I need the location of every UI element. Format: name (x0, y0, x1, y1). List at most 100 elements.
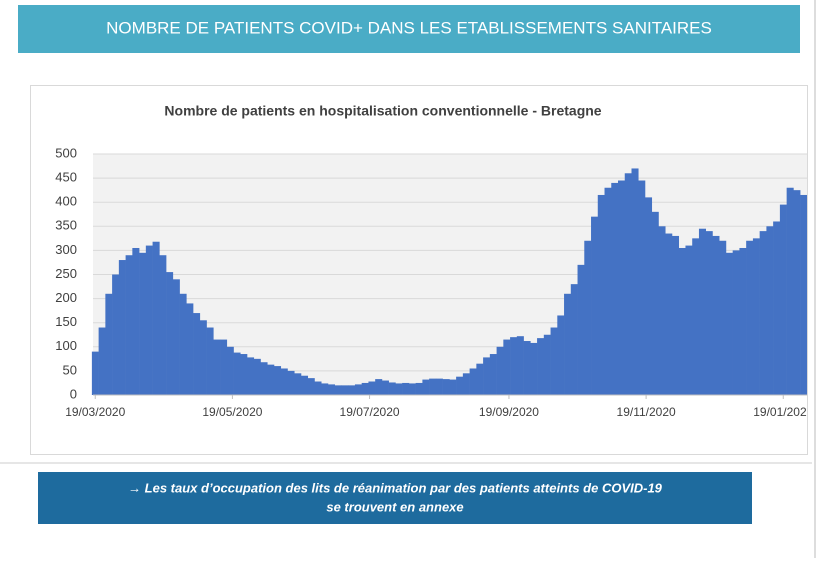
bar (435, 378, 443, 395)
bar (112, 274, 120, 395)
bar (597, 194, 605, 395)
y-tick-label: 50 (63, 362, 77, 377)
bar (327, 384, 336, 395)
y-tick-label: 0 (70, 386, 77, 401)
bar (186, 303, 194, 395)
bar (483, 357, 491, 395)
bar (395, 383, 403, 395)
bar (773, 221, 781, 395)
x-tick-label: 19/05/2020 (202, 405, 262, 419)
note-box (38, 472, 752, 524)
bar (469, 368, 477, 395)
bar (557, 315, 565, 395)
bar (530, 342, 538, 395)
bar (624, 173, 632, 395)
bar (402, 382, 410, 395)
bar (618, 180, 626, 395)
bar (294, 373, 302, 395)
bar (381, 380, 389, 395)
bar (752, 238, 760, 395)
note-line: → Les taux d’occupation des lits de réan… (128, 480, 663, 495)
bar (247, 357, 255, 395)
bar (233, 352, 241, 395)
bar (510, 337, 518, 395)
bar (91, 351, 99, 395)
bar (172, 279, 180, 395)
bar (712, 235, 720, 395)
bar (354, 384, 362, 395)
bar (422, 379, 430, 395)
x-tick-label: 19/03/2020 (65, 405, 125, 419)
bar (449, 379, 457, 395)
bar (516, 336, 524, 395)
bar (732, 250, 740, 395)
bar (348, 385, 356, 395)
y-tick-label: 450 (55, 170, 77, 185)
bar (300, 375, 309, 395)
bar (240, 354, 248, 395)
bar (462, 373, 470, 395)
bar (118, 260, 126, 395)
bar (193, 313, 201, 395)
y-tick-label: 350 (55, 218, 77, 233)
bar (577, 264, 585, 395)
bar (537, 338, 545, 395)
bar (159, 255, 167, 395)
bar (779, 204, 787, 395)
bar (543, 334, 551, 395)
bar (105, 293, 113, 395)
bar (388, 382, 396, 395)
bar (260, 362, 268, 395)
bar (800, 194, 807, 395)
bar (145, 245, 153, 395)
bar (631, 168, 639, 395)
y-tick-label: 200 (55, 290, 77, 305)
bar (368, 381, 376, 395)
bar (273, 366, 282, 395)
bar (665, 233, 673, 395)
bar (584, 240, 592, 395)
bar (429, 378, 437, 395)
bar (591, 216, 599, 395)
bar (698, 228, 706, 395)
bar (408, 383, 416, 395)
x-tick-label: 19/07/2020 (340, 405, 400, 419)
bar (341, 385, 349, 395)
bar (361, 382, 369, 395)
header-title: NOMBRE DE PATIENTS COVID+ DANS LES ETABL… (106, 18, 712, 37)
bar (793, 190, 801, 395)
bar (415, 382, 423, 395)
bar (199, 320, 207, 395)
bar (746, 240, 754, 395)
bar (658, 226, 666, 395)
bar (638, 180, 646, 395)
bar (220, 339, 228, 395)
bar (570, 284, 578, 395)
bar (489, 354, 497, 395)
y-tick-label: 150 (55, 314, 77, 329)
bar (671, 235, 680, 395)
bar (456, 376, 464, 395)
bar (166, 272, 174, 395)
bar (139, 252, 147, 395)
bar (759, 231, 767, 395)
x-tick-label: 19/09/2020 (479, 405, 539, 419)
y-tick-label: 250 (55, 266, 77, 281)
bar (550, 327, 558, 395)
y-tick-label: 100 (55, 338, 77, 353)
bar (719, 240, 727, 395)
bar (604, 187, 612, 395)
bar (786, 187, 794, 395)
plot: 0 50 100 150 200 250 300 350 400 450 500 19/03/2020… (55, 145, 807, 419)
bar (678, 247, 686, 395)
bar (685, 245, 693, 395)
y-tick-label: 400 (55, 194, 77, 209)
bar (125, 255, 133, 395)
y-tick-label: 500 (55, 145, 77, 160)
bar (442, 379, 450, 395)
chart-title: Nombre de patients en hospitalisation co… (164, 103, 601, 119)
bar (523, 341, 531, 395)
bar (375, 379, 383, 395)
